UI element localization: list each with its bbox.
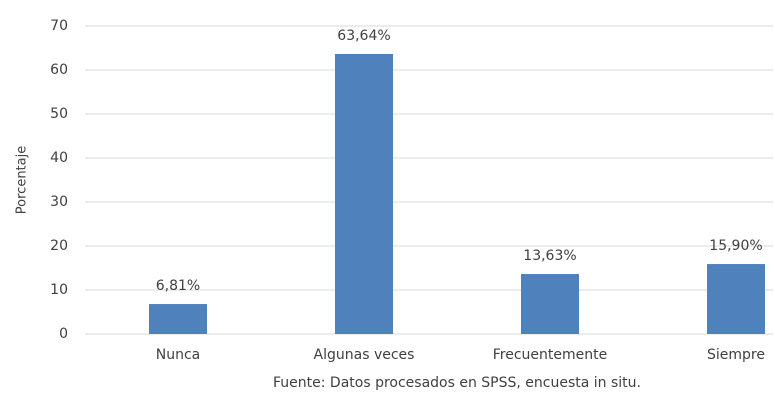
x-tick-label: Siempre [707,347,765,363]
data-label: 13,63% [523,248,576,264]
y-tick-label: 10 [50,282,68,298]
x-tick-label: Frecuentemente [493,347,607,363]
bar [707,264,765,334]
y-axis-label: Porcentaje [15,146,30,214]
bar [335,53,393,334]
y-tick-label: 0 [59,326,68,342]
footnote: Fuente: Datos procesados en SPSS, encues… [273,375,641,391]
y-tick-label: 70 [50,18,68,34]
x-tick-label: Nunca [156,347,201,363]
bar [149,304,207,334]
y-tick-label: 60 [50,62,68,78]
bar [521,274,579,334]
y-tick-label: 20 [50,238,68,254]
data-label: 15,90% [709,238,762,254]
y-tick-label: 40 [50,150,68,166]
x-tick-label: Algunas veces [314,347,415,363]
data-label: 63,64% [337,28,390,44]
y-tick-label: 50 [50,106,68,122]
data-label: 6,81% [156,278,200,294]
y-tick-label: 30 [50,194,68,210]
